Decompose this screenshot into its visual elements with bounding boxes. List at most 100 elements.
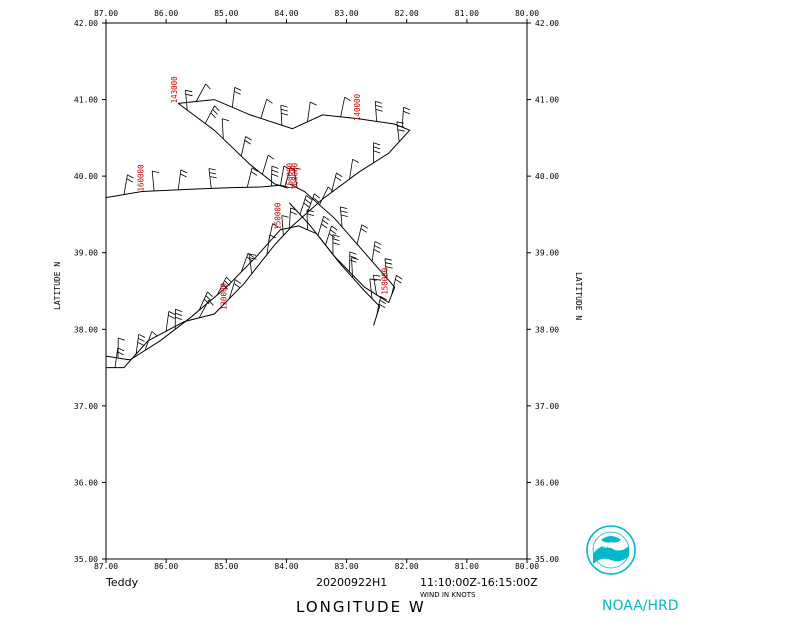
x-tick-label-top: 86.00 xyxy=(154,9,178,18)
x-tick-label-bottom: 80.00 xyxy=(515,562,539,571)
y-tick-label-left: 42.00 xyxy=(74,19,98,28)
x-tick-label-bottom: 84.00 xyxy=(274,562,298,571)
y-tick-label-right: 37.00 xyxy=(535,402,559,411)
wind-barb xyxy=(299,195,313,215)
wind-barb xyxy=(240,136,252,157)
x-tick-label-bottom: 81.00 xyxy=(455,562,479,571)
wind-barb xyxy=(376,295,387,316)
time-range: 11:10:00Z-16:15:00Z xyxy=(420,576,538,589)
wind-barb xyxy=(221,118,230,139)
wind-barb xyxy=(260,98,273,119)
x-tick-label-bottom: 83.00 xyxy=(335,562,359,571)
wind-barb xyxy=(117,337,125,359)
wind-barb xyxy=(204,105,220,124)
y-axis-label-left: LATITUDE N xyxy=(53,262,62,310)
wind-barb xyxy=(231,87,242,108)
wind-barb xyxy=(396,121,405,142)
wind-barb xyxy=(280,104,289,126)
wind-barb xyxy=(185,89,193,111)
wind-barb xyxy=(325,225,338,246)
x-tick-label-top: 87.00 xyxy=(94,9,118,18)
wind-barb xyxy=(351,257,359,278)
wind-barb xyxy=(306,209,314,230)
wind-barb xyxy=(198,299,214,318)
y-tick-label-left: 40.00 xyxy=(74,172,98,181)
wind-barb xyxy=(373,142,381,163)
wind-barb xyxy=(293,167,301,188)
wind-barb xyxy=(307,193,321,213)
wind-barb xyxy=(280,165,291,186)
y-axis-label-right: LATITUDE N xyxy=(574,272,583,320)
x-tick-label-top: 81.00 xyxy=(455,9,479,18)
track-time-label: 143000 xyxy=(170,76,179,104)
noaa-logo: NOAA xyxy=(586,525,636,575)
wind-barb xyxy=(198,291,213,311)
wind-barb xyxy=(372,274,381,295)
y-tick-label-right: 35.00 xyxy=(535,555,559,564)
wind-barb xyxy=(268,223,279,244)
wind-barb xyxy=(369,278,377,299)
wind-barb xyxy=(174,308,183,330)
y-tick-label-right: 38.00 xyxy=(535,325,559,334)
wind-barb xyxy=(151,170,160,191)
wind-barb xyxy=(177,169,188,190)
noaa-logo-text: NOAA xyxy=(603,544,619,550)
wind-barb xyxy=(284,166,297,187)
track-time-label: 160000 xyxy=(136,164,145,192)
y-tick-label-right: 41.00 xyxy=(535,96,559,105)
storm-name: Teddy xyxy=(106,576,139,589)
wind-barb xyxy=(391,275,403,295)
wind-barb xyxy=(340,96,351,117)
flight-id: 20200922H1 xyxy=(316,576,388,589)
wind-barb xyxy=(317,215,330,236)
track-time-label: 150000 xyxy=(381,267,390,295)
wind-barb xyxy=(356,224,368,245)
wind-barb xyxy=(123,174,134,195)
y-tick-label-left: 37.00 xyxy=(74,402,98,411)
wind-barb xyxy=(307,101,317,122)
wind-barb xyxy=(339,206,348,227)
wind-barb xyxy=(401,106,411,128)
wind-barb xyxy=(208,168,217,189)
wind-units: WIND IN KNOTS xyxy=(420,591,476,599)
x-tick-label-top: 83.00 xyxy=(335,9,359,18)
wind-barb xyxy=(349,251,357,272)
wind-barb xyxy=(384,258,393,279)
track-time-label: 150000 xyxy=(285,162,294,190)
y-tick-label-left: 39.00 xyxy=(74,249,98,258)
flight-track xyxy=(105,183,396,361)
x-tick-label-bottom: 87.00 xyxy=(94,562,118,571)
track-time-label: 140000 xyxy=(353,93,362,121)
flight-track xyxy=(106,99,411,369)
track-time-label: 130000 xyxy=(219,283,228,311)
wind-barb xyxy=(228,279,242,299)
x-tick-label-top: 84.00 xyxy=(274,9,298,18)
wind-barb xyxy=(246,167,259,188)
wind-barb xyxy=(332,234,340,255)
wind-barb xyxy=(271,165,279,187)
x-axis-title: LONGITUDE W xyxy=(296,598,426,616)
wind-barb xyxy=(135,333,146,355)
y-tick-label-left: 38.00 xyxy=(74,325,98,334)
x-tick-label-bottom: 82.00 xyxy=(395,562,419,571)
plot-frame xyxy=(105,22,528,560)
wind-barb xyxy=(281,215,289,236)
x-tick-label-top: 85.00 xyxy=(214,9,238,18)
wind-barb xyxy=(319,186,334,206)
wind-barb xyxy=(144,331,158,351)
wind-barb xyxy=(262,154,275,175)
wind-barb xyxy=(165,311,176,332)
wind-barb xyxy=(195,83,211,102)
track-time-label: 160000 xyxy=(290,162,299,190)
x-tick-label-bottom: 85.00 xyxy=(214,562,238,571)
flight-track xyxy=(177,102,287,189)
wind-barb xyxy=(331,172,343,193)
x-tick-label-top: 80.00 xyxy=(515,9,539,18)
flight-track xyxy=(105,184,290,199)
wind-barb xyxy=(349,158,359,180)
y-tick-label-left: 35.00 xyxy=(74,555,98,564)
wind-barb xyxy=(216,276,232,295)
y-tick-label-right: 36.00 xyxy=(535,478,559,487)
wind-barb xyxy=(371,241,382,262)
